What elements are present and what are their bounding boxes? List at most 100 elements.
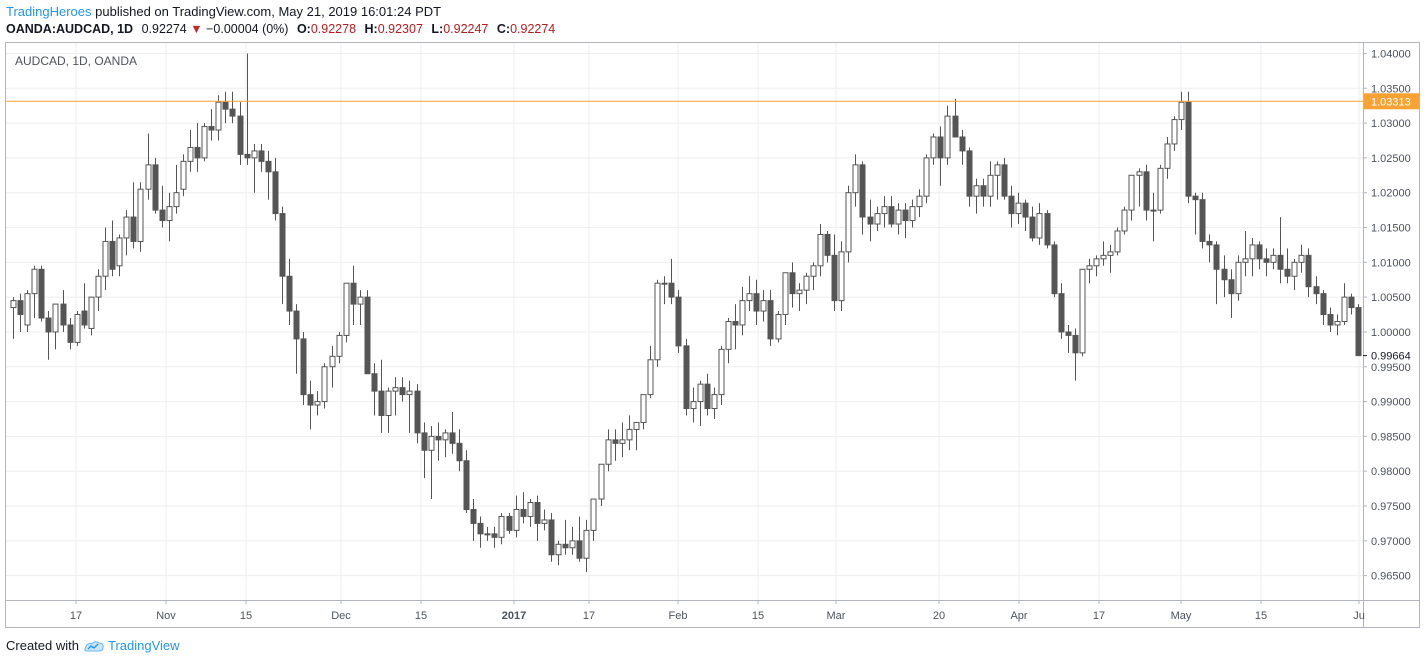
candle-body — [406, 390, 413, 396]
candle-body — [803, 275, 810, 291]
candle-body — [583, 529, 590, 559]
candle-body — [718, 348, 725, 396]
candle-body — [1298, 254, 1305, 263]
candle-body — [619, 439, 626, 444]
candle-body — [944, 115, 951, 159]
published-text: published on TradingView.com, May 21, 20… — [95, 4, 442, 19]
candle-body — [520, 508, 527, 517]
candle-body — [817, 233, 824, 267]
candle-body — [1327, 314, 1334, 326]
quote-line: OANDA:AUDCAD, 1D 0.92274 ▼ −0.00004 (0%)… — [6, 22, 555, 36]
created-with-text: Created with — [6, 638, 79, 653]
candle-body — [1128, 174, 1135, 211]
candle-body — [838, 251, 845, 302]
candle-body — [201, 126, 208, 159]
candle-body — [24, 293, 31, 326]
x-tick-label: 15 — [415, 610, 427, 622]
candle-body — [1242, 258, 1249, 263]
candle-body — [1157, 167, 1164, 211]
chart-frame[interactable]: 1.04000 1.03500 1.03000 1.02500 1.02000 1.015… — [5, 42, 1420, 628]
candle-body — [1022, 202, 1029, 218]
candle-body — [746, 293, 753, 302]
candle-body — [222, 101, 229, 110]
x-tick-label: 17 — [583, 610, 595, 622]
candle-body — [95, 275, 102, 298]
candle-body — [286, 275, 293, 312]
y-tick-label: 0.98500 — [1371, 431, 1411, 443]
candle-body — [1305, 254, 1312, 288]
candle-body — [952, 115, 959, 138]
candle-body — [1164, 143, 1171, 169]
candle-body — [258, 150, 265, 162]
author-link[interactable]: TradingHeroes — [6, 4, 92, 19]
tradingview-brand-link[interactable]: TradingView — [107, 638, 180, 653]
candle-body — [279, 213, 286, 277]
candle-body — [414, 390, 421, 434]
candle-body — [930, 136, 937, 159]
candle-body — [31, 268, 38, 295]
candle-body — [576, 540, 583, 559]
low-value: 0.92247 — [443, 22, 489, 36]
candle-body — [1256, 244, 1263, 260]
chart-title: AUDCAD, 1D, OANDA — [15, 54, 137, 68]
candle-body — [590, 498, 597, 531]
candle-body — [1100, 254, 1107, 260]
candle-body — [859, 164, 866, 218]
candle-body — [1270, 254, 1277, 263]
candle-body — [852, 164, 859, 194]
candle-body — [116, 237, 123, 267]
x-tick-label: 17 — [1093, 610, 1105, 622]
candle-body — [513, 508, 520, 531]
candle-body — [626, 428, 633, 441]
candle-body — [697, 383, 704, 403]
publisher-line: TradingHeroes published on TradingView.c… — [6, 4, 441, 19]
candle-body — [166, 206, 173, 222]
y-tick-label: 0.99000 — [1371, 397, 1411, 409]
candle-body — [45, 317, 52, 333]
y-tick-label: 1.01000 — [1371, 257, 1411, 269]
candle-body — [548, 519, 555, 556]
candle-body — [81, 310, 88, 326]
last-price-label: 0.99664 — [1371, 351, 1411, 363]
candle-body — [1235, 261, 1242, 295]
candle-body — [612, 439, 619, 444]
candle-body — [421, 432, 428, 451]
candle-body — [668, 282, 675, 298]
candle-body — [491, 533, 498, 538]
candle-body — [152, 164, 159, 211]
candle-body — [237, 115, 244, 155]
y-tick-label: 1.01500 — [1371, 223, 1411, 235]
candle-body — [675, 296, 682, 347]
candle-body — [385, 390, 392, 416]
y-tick-label: 0.98000 — [1371, 466, 1411, 478]
footer: Created with TradingView — [6, 638, 180, 653]
x-tick-label: Feb — [669, 610, 688, 622]
candle-body — [534, 502, 541, 524]
y-tick-label: 1.03500 — [1371, 83, 1411, 95]
candle-body — [229, 108, 236, 117]
candle-body — [1079, 268, 1086, 354]
x-tick-label: 15 — [1255, 610, 1267, 622]
x-tick-label: Dec — [331, 610, 351, 622]
candlestick-chart[interactable]: 1.04000 1.03500 1.03000 1.02500 1.02000 1.015… — [6, 43, 1419, 627]
candle-body — [1029, 216, 1036, 239]
candle-body — [937, 136, 944, 159]
candle-body — [959, 136, 966, 152]
candle-body — [1355, 307, 1362, 357]
candle-body — [881, 206, 888, 215]
candle-body — [244, 153, 251, 159]
candle-body — [1143, 171, 1150, 211]
x-tick-label: Apr — [1010, 610, 1027, 622]
candle-body — [251, 150, 258, 159]
candle-body — [739, 300, 746, 326]
candle-body — [1121, 209, 1128, 232]
candle-body — [1001, 164, 1008, 197]
candle-body — [824, 233, 831, 256]
candle-body — [1334, 321, 1341, 326]
open-label: O: — [296, 22, 311, 36]
candle-body — [704, 383, 711, 410]
y-tick-label: 0.96500 — [1371, 571, 1411, 583]
candle-body — [428, 435, 435, 451]
y-tick-label: 0.97500 — [1371, 501, 1411, 513]
last-price-tag — [1364, 347, 1419, 364]
